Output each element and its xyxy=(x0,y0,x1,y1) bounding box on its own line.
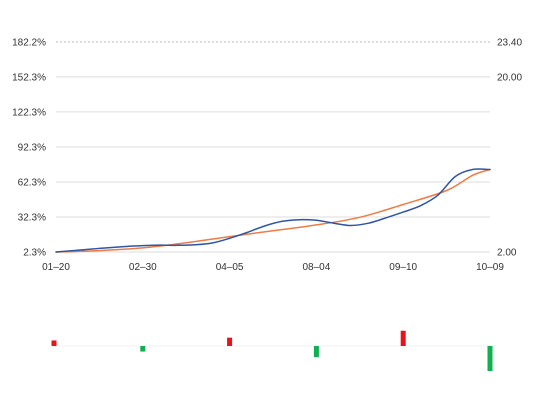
grid-lines xyxy=(56,41,490,253)
left-axis-labels: 182.2% 152.3% 122.3% 92.3% 62.3% 32.3% 2.3% xyxy=(12,38,46,259)
y-left-tick-label: 122.3% xyxy=(12,107,46,118)
line-series xyxy=(55,168,491,253)
blue-line-series xyxy=(55,168,491,253)
x-tick-label: 08–04 xyxy=(302,262,330,273)
x-tick-label: 01–20 xyxy=(42,262,70,273)
y-right-tick-label: 23.40 xyxy=(497,38,522,49)
y-right-tick-label: 2.00 xyxy=(497,248,517,259)
bar-series xyxy=(51,330,496,371)
right-axis-labels: 23.40 20.00 2.00 xyxy=(497,38,522,259)
x-tick-label: 04–05 xyxy=(216,262,244,273)
y-left-tick-label: 2.3% xyxy=(23,248,46,259)
bar xyxy=(51,340,57,346)
x-tick-label: 02–30 xyxy=(129,262,157,273)
bar xyxy=(487,346,493,371)
y-left-tick-label: 182.2% xyxy=(12,38,46,49)
orange-line-series xyxy=(55,168,491,253)
bar xyxy=(400,330,406,346)
bar xyxy=(140,346,146,352)
x-tick-label: 09–10 xyxy=(389,262,417,273)
bar xyxy=(227,337,233,346)
x-axis-labels: 01–20 02–30 04–05 08–04 09–10 10–09 xyxy=(42,262,504,273)
x-tick-label: 10–09 xyxy=(476,262,504,273)
y-left-tick-label: 62.3% xyxy=(18,177,46,188)
y-left-tick-label: 92.3% xyxy=(18,142,46,153)
y-right-tick-label: 20.00 xyxy=(497,72,522,83)
y-left-tick-label: 32.3% xyxy=(18,212,46,223)
y-left-tick-label: 152.3% xyxy=(12,72,46,83)
bar xyxy=(313,346,319,358)
